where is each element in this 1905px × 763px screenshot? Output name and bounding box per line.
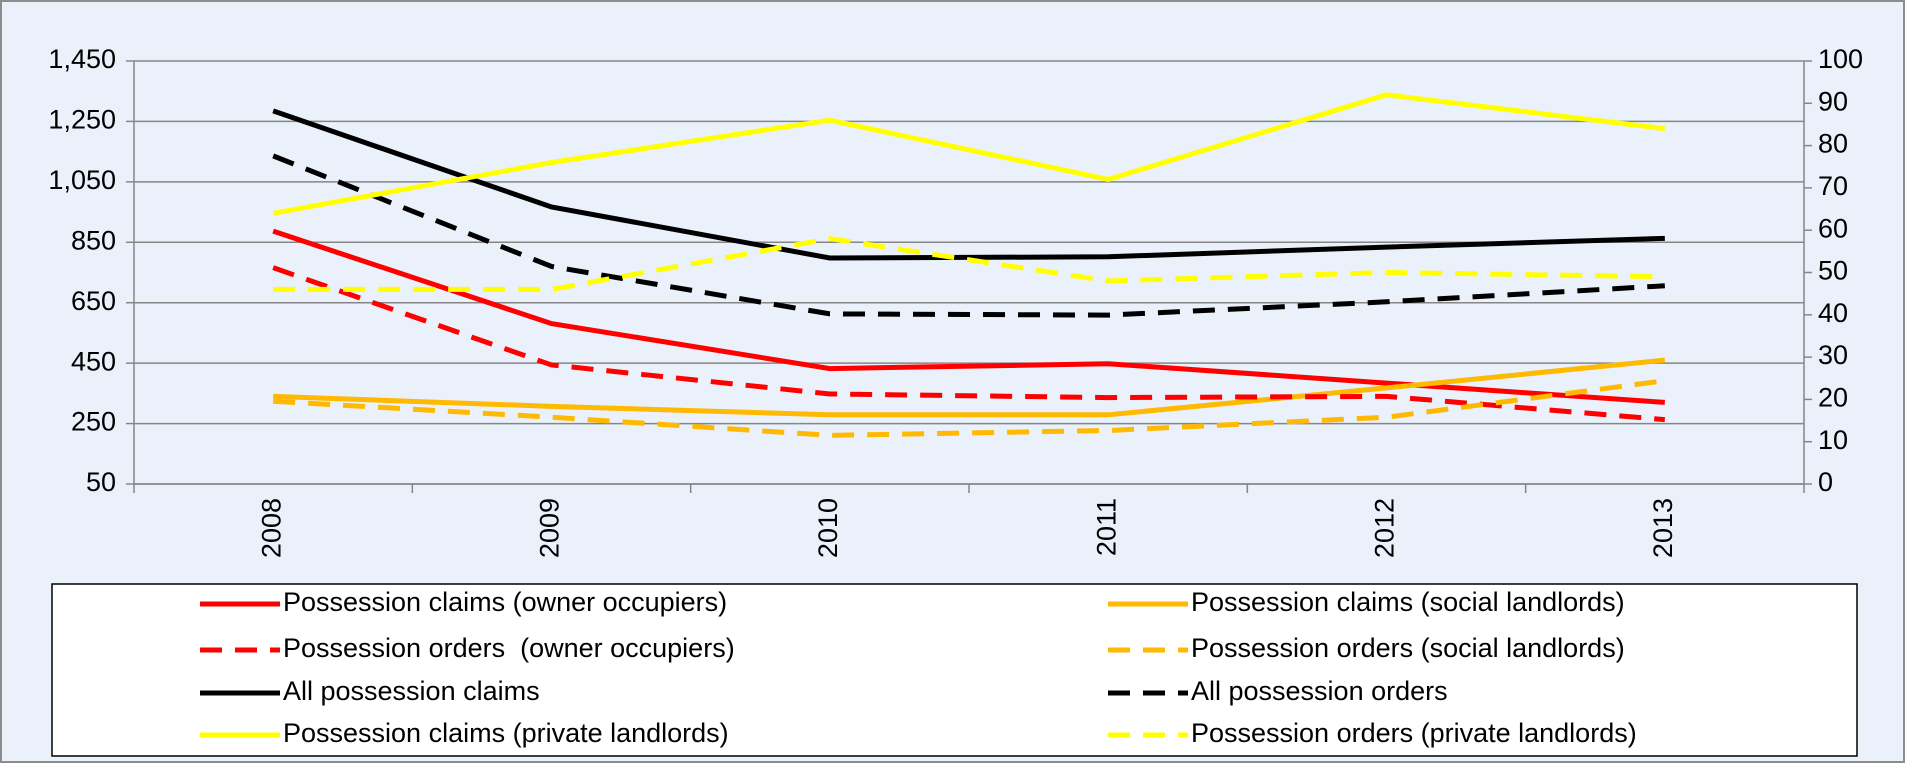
y2-tick-label: 20 <box>1818 383 1848 413</box>
y-tick-label: 1,050 <box>48 165 116 195</box>
y-tick-label: 50 <box>86 467 116 497</box>
x-tick-label: 2011 <box>1091 498 1121 556</box>
y-tick-label: 1,250 <box>48 105 116 135</box>
legend-label: Possession claims (owner occupiers) <box>283 587 727 617</box>
legend-label: Possession orders (owner occupiers) <box>283 633 735 663</box>
legend-label: Possession orders (private landlords) <box>1191 718 1637 748</box>
y2-tick-label: 60 <box>1818 213 1848 243</box>
y2-tick-label: 90 <box>1818 86 1848 116</box>
x-tick-label: 2009 <box>535 498 565 558</box>
series-line <box>273 378 1666 438</box>
series-line <box>273 236 1665 292</box>
y-tick-label: 450 <box>71 346 116 376</box>
y-tick-label: 250 <box>71 407 116 437</box>
y-tick-label: 850 <box>71 225 116 255</box>
y-tick-label: 1,450 <box>48 44 116 74</box>
series-line <box>272 228 1666 405</box>
x-tick-label: 2008 <box>256 498 286 558</box>
y2-tick-label: 10 <box>1818 425 1848 455</box>
y2-tick-label: 40 <box>1818 298 1848 328</box>
x-tick-label: 2013 <box>1648 498 1678 558</box>
y2-tick-label: 80 <box>1818 129 1848 159</box>
y2-tick-label: 100 <box>1818 44 1863 74</box>
x-tick-label: 2010 <box>813 498 843 558</box>
y2-tick-label: 30 <box>1818 340 1848 370</box>
series-line <box>272 265 1666 423</box>
y-tick-label: 650 <box>71 286 116 316</box>
legend-label: Possession claims (private landlords) <box>283 718 729 748</box>
series-line <box>272 92 1666 216</box>
legend-label: All possession claims <box>283 676 540 706</box>
series-line <box>273 357 1666 418</box>
legend-label: Possession orders (social landlords) <box>1191 633 1625 663</box>
x-tick-label: 2012 <box>1370 498 1400 558</box>
y2-tick-label: 0 <box>1818 467 1833 497</box>
legend-label: Possession claims (social landlords) <box>1191 587 1625 617</box>
y2-tick-label: 50 <box>1818 256 1848 286</box>
series-line <box>272 153 1665 318</box>
legend-box <box>51 583 1858 757</box>
y2-tick-label: 70 <box>1818 171 1848 201</box>
legend-label: All possession orders <box>1191 676 1448 706</box>
